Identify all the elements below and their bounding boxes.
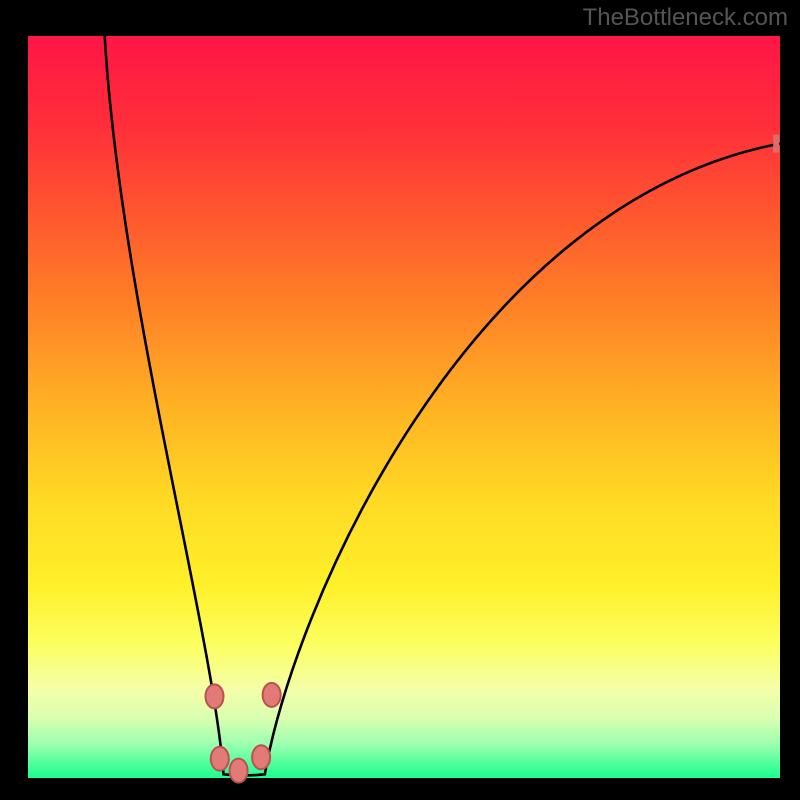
data-point-marker xyxy=(230,759,248,783)
data-point-marker xyxy=(252,745,270,769)
data-point-marker xyxy=(263,683,281,707)
chart-plot-area xyxy=(28,36,780,778)
chart-container: TheBottleneck.com xyxy=(0,0,800,800)
data-point-marker xyxy=(211,747,229,771)
data-point-marker xyxy=(205,684,223,708)
bottleneck-curve-chart xyxy=(0,0,800,800)
watermark-text: TheBottleneck.com xyxy=(583,4,788,32)
curve-right-intercept-marker xyxy=(773,135,779,153)
